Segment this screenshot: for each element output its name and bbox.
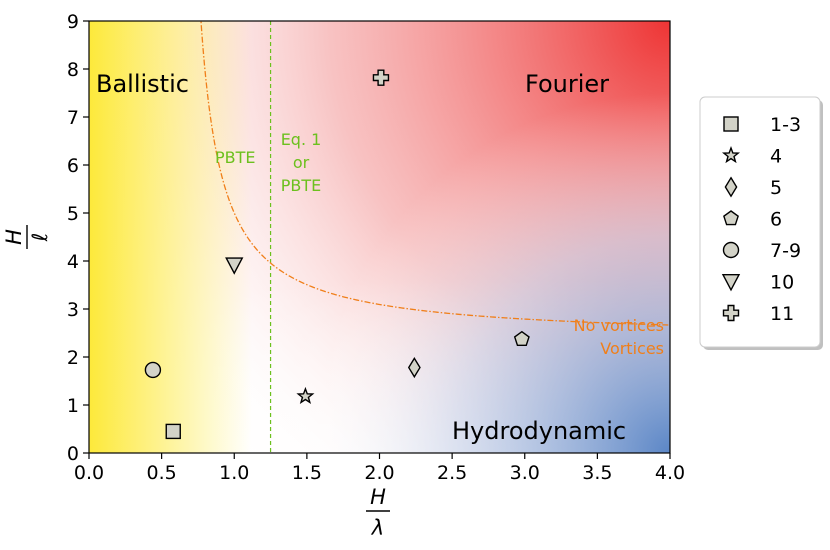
annotation-pbte: PBTE <box>215 148 256 167</box>
annotation-pbte-right: PBTE <box>281 176 322 195</box>
data-point-triangle-down <box>225 257 244 275</box>
legend-label: 7-9 <box>770 240 801 262</box>
x-tick-label: 1.0 <box>219 462 249 484</box>
data-point-diamond <box>407 357 421 379</box>
data-point-star <box>296 386 315 405</box>
region-label-hydrodynamic: Hydrodynamic <box>452 417 626 445</box>
legend-marker-pentagon <box>723 210 739 226</box>
legend-marker-triangle-down <box>721 274 741 292</box>
x-axis-label-denominator: λ <box>371 516 384 540</box>
legend-marker-square <box>723 116 739 132</box>
legend-label: 4 <box>770 146 782 168</box>
y-tick-label: 5 <box>67 203 79 225</box>
legend-label: 6 <box>770 209 782 231</box>
y-tick-label: 9 <box>67 11 79 33</box>
x-axis-label: H λ <box>366 485 390 540</box>
legend-label: 1-3 <box>770 114 801 136</box>
region-label-fourier: Fourier <box>525 70 609 98</box>
annotation-or: or <box>293 153 310 172</box>
y-axis-label-numerator: H <box>2 229 26 245</box>
legend-marker-star <box>721 146 741 164</box>
legend-marker-circle <box>722 241 740 259</box>
y-axis-label: H ℓ <box>2 225 52 249</box>
x-tick-label: 2.0 <box>364 462 394 484</box>
y-tick-label: 7 <box>67 107 79 129</box>
annotation-no-vortices: No vortices <box>574 316 664 335</box>
y-tick-label: 6 <box>67 155 79 177</box>
x-tick-label: 2.5 <box>437 462 467 484</box>
legend-label: 5 <box>770 177 782 199</box>
data-point-plus <box>372 69 390 86</box>
plot-background <box>89 21 670 453</box>
x-axis-label-numerator: H <box>370 485 386 509</box>
x-tick-label: 0.0 <box>74 462 104 484</box>
y-tick-label: 0 <box>67 443 79 465</box>
region-label-ballistic: Ballistic <box>96 70 189 98</box>
legend-marker-diamond <box>724 176 738 198</box>
legend-label: 10 <box>770 272 794 294</box>
y-tick-label: 8 <box>67 59 79 81</box>
x-axis: 0.0 0.5 1.0 1.5 2.0 2.5 3.0 3.5 4.0 <box>74 453 685 484</box>
y-tick-label: 3 <box>67 299 79 321</box>
y-axis-label-denominator: ℓ <box>28 233 52 243</box>
annotation-vortices: Vortices <box>600 339 664 358</box>
x-tick-label: 4.0 <box>655 462 685 484</box>
data-markers <box>144 69 530 440</box>
boundary-curve <box>200 21 670 326</box>
y-tick-label: 4 <box>67 251 79 273</box>
data-point-pentagon <box>513 330 530 347</box>
legend: 1-3 4 5 6 7-9 10 11 <box>699 96 823 350</box>
y-axis: 0 1 2 3 4 5 6 7 8 9 <box>67 11 89 465</box>
legend-label: 11 <box>770 303 794 325</box>
y-tick-label: 2 <box>67 347 79 369</box>
annotation-eq1: Eq. 1 <box>281 130 322 149</box>
x-tick-label: 1.5 <box>292 462 322 484</box>
data-point-square <box>165 423 181 440</box>
y-tick-label: 1 <box>67 395 79 417</box>
legend-marker-plus <box>722 304 740 322</box>
data-point-circle <box>144 361 162 379</box>
x-tick-label: 3.5 <box>582 462 612 484</box>
x-tick-label: 0.5 <box>147 462 177 484</box>
x-tick-label: 3.0 <box>510 462 540 484</box>
